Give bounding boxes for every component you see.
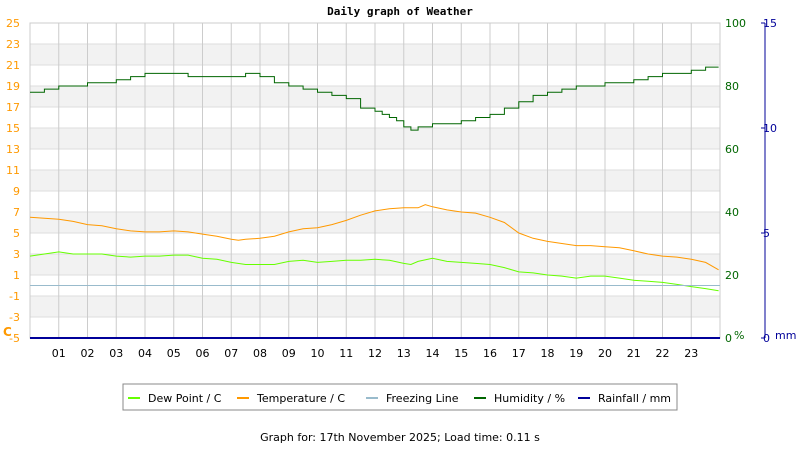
x-tick-label: 22	[656, 347, 670, 360]
y-tick-label-left: -1	[9, 290, 20, 303]
legend-label: Freezing Line	[386, 392, 459, 405]
x-tick-label: 07	[224, 347, 238, 360]
y-axis-label-humidity: %	[734, 329, 744, 342]
legend-label: Temperature / C	[256, 392, 345, 405]
x-tick-label: 16	[483, 347, 497, 360]
y-tick-label-left: 3	[13, 248, 20, 261]
x-tick-label: 09	[282, 347, 296, 360]
y-tick-label-humidity: 100	[725, 17, 746, 30]
x-tick-label: 17	[512, 347, 526, 360]
y-tick-label-left: 13	[6, 143, 20, 156]
x-tick-label: 12	[368, 347, 382, 360]
y-tick-label-humidity: 60	[725, 143, 739, 156]
chart-title: Daily graph of Weather	[327, 5, 473, 18]
y-tick-label-humidity: 0	[725, 332, 732, 345]
x-tick-label: 13	[397, 347, 411, 360]
y-axis-label-left: C	[3, 325, 12, 339]
y-tick-label-humidity: 20	[725, 269, 739, 282]
y-tick-label-rain: 15	[763, 17, 777, 30]
y-tick-label-left: 21	[6, 59, 20, 72]
y-tick-label-left: -5	[9, 332, 20, 345]
x-tick-label: 06	[196, 347, 210, 360]
y-tick-label-rain: 0	[763, 332, 770, 345]
x-tick-label: 23	[684, 347, 698, 360]
x-tick-label: 14	[426, 347, 440, 360]
x-tick-label: 21	[627, 347, 641, 360]
y-tick-label-left: 19	[6, 80, 20, 93]
x-tick-label: 02	[81, 347, 95, 360]
y-tick-label-left: 17	[6, 101, 20, 114]
legend-label: Dew Point / C	[148, 392, 222, 405]
x-tick-label: 11	[339, 347, 353, 360]
y-tick-label-left: 1	[13, 269, 20, 282]
y-tick-label-humidity: 80	[725, 80, 739, 93]
chart-footer: Graph for: 17th November 2025; Load time…	[260, 431, 540, 444]
y-tick-label-left: 15	[6, 122, 20, 135]
x-tick-label: 20	[598, 347, 612, 360]
y-tick-label-left: 23	[6, 38, 20, 51]
y-tick-label-rain: 5	[763, 227, 770, 240]
x-tick-label: 18	[541, 347, 555, 360]
y-tick-label-rain: 10	[763, 122, 777, 135]
series-line-temperature	[29, 204, 719, 271]
x-tick-label: 03	[109, 347, 123, 360]
y-axis-label-rain: mm	[775, 329, 796, 342]
y-tick-label-humidity: 40	[725, 206, 739, 219]
x-tick-label: 19	[569, 347, 583, 360]
x-tick-label: 15	[454, 347, 468, 360]
series-line-humidity	[30, 66, 719, 131]
y-tick-label-left: -3	[9, 311, 20, 324]
x-tick-label: 04	[138, 347, 152, 360]
y-tick-label-left: 11	[6, 164, 20, 177]
y-tick-label-left: 25	[6, 17, 20, 30]
series-line-dew	[29, 251, 719, 292]
legend-label: Rainfall / mm	[598, 392, 671, 405]
x-tick-label: 10	[311, 347, 325, 360]
legend-label: Humidity / %	[494, 392, 565, 405]
y-tick-label-left: 9	[13, 185, 20, 198]
x-tick-label: 08	[253, 347, 267, 360]
y-tick-label-left: 7	[13, 206, 20, 219]
x-tick-label: 01	[52, 347, 66, 360]
x-tick-label: 05	[167, 347, 181, 360]
y-tick-label-left: 5	[13, 227, 20, 240]
